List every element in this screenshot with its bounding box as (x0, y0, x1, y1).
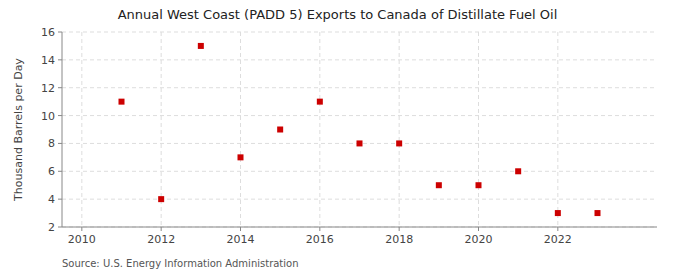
grid-line-y (62, 115, 657, 116)
point (317, 99, 323, 105)
x-tick (81, 227, 82, 231)
y-tick (58, 227, 62, 228)
grid-line-x (557, 32, 558, 227)
y-tick-label: 10 (41, 110, 55, 123)
grid-line-x (240, 32, 241, 227)
point (476, 182, 482, 188)
point (396, 140, 402, 146)
grid-line-x (81, 32, 82, 227)
y-tick (58, 59, 62, 60)
x-tick-label: 2022 (544, 233, 572, 246)
y-tick-label: 6 (48, 165, 55, 178)
y-tick-label: 8 (48, 137, 55, 150)
point (357, 140, 363, 146)
x-axis-line (62, 227, 657, 228)
x-tick-label: 2018 (385, 233, 413, 246)
x-tick-label: 2012 (147, 233, 175, 246)
x-tick (557, 227, 558, 231)
point (555, 210, 561, 216)
y-axis-label: Thousand Barrels per Day (12, 58, 25, 202)
grid-line-y (62, 199, 657, 200)
y-tick-label: 2 (48, 221, 55, 234)
point (158, 196, 164, 202)
y-axis-line (62, 32, 63, 227)
y-tick (58, 32, 62, 33)
y-tick (58, 87, 62, 88)
y-tick-label: 12 (41, 82, 55, 95)
grid-line-y (62, 227, 657, 228)
grid-line-x (319, 32, 320, 227)
y-tick-label: 14 (41, 54, 55, 67)
points (119, 43, 601, 216)
y-tick (58, 143, 62, 144)
grid-line-x (399, 32, 400, 227)
x-tick (319, 227, 320, 231)
point (515, 168, 521, 174)
point (238, 154, 244, 160)
grid-line-y (62, 32, 657, 33)
chart: 2010 2012 2014 2016 2018 2020 2022 2 4 6 8 10 12 14 16… (0, 0, 675, 275)
grid-line-x (478, 32, 479, 227)
source: Source: U.S. Energy Information Administ… (62, 258, 299, 269)
x-tick-label: 2014 (227, 233, 255, 246)
x-tick-label: 2020 (465, 233, 493, 246)
y-tick (58, 171, 62, 172)
grid-line-y (62, 171, 657, 172)
point (436, 182, 442, 188)
y-tick-label: 4 (48, 193, 55, 206)
point (198, 43, 204, 49)
x-tick (161, 227, 162, 231)
point (595, 210, 601, 216)
point (119, 99, 125, 105)
x-tick (399, 227, 400, 231)
y-tick-label: 16 (41, 26, 55, 39)
x-tick-label: 2010 (68, 233, 96, 246)
grid (62, 32, 657, 227)
x-tick (478, 227, 479, 231)
grid-line-y (62, 87, 657, 88)
title: Annual West Coast (PADD 5) Exports to Ca… (118, 7, 558, 22)
point (277, 127, 283, 133)
x-tick (240, 227, 241, 231)
x-tick-label: 2016 (306, 233, 334, 246)
y-tick (58, 115, 62, 116)
axes: 2010 2012 2014 2016 2018 2020 2022 2 4 6 8 10 12 14 16 (41, 26, 657, 246)
grid-line-y (62, 59, 657, 60)
y-tick (58, 199, 62, 200)
